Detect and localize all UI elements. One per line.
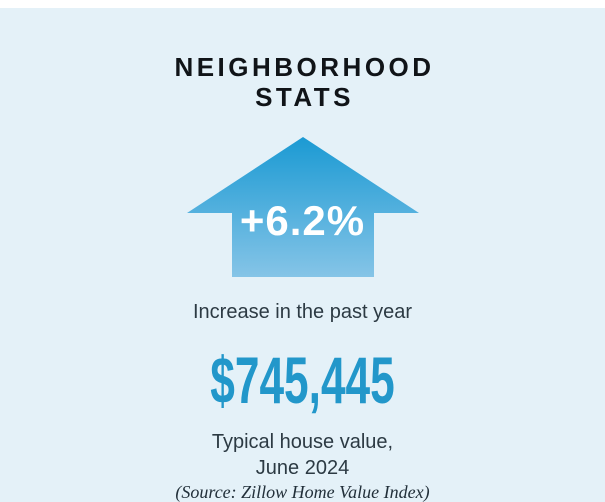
page-title: NEIGHBORHOOD STATS <box>0 52 605 112</box>
up-arrow-icon <box>186 137 419 277</box>
title-line-1: NEIGHBORHOOD <box>174 52 435 82</box>
title-line-2: STATS <box>255 82 354 112</box>
neighborhood-stats-panel: NEIGHBORHOOD STATS +6.2% Increase in the… <box>0 8 605 502</box>
increase-caption: Increase in the past year <box>192 301 412 323</box>
home-value-caption-line-2: June 2024 <box>255 457 350 479</box>
increase-percentage: +6.2% <box>239 197 366 244</box>
up-arrow-graphic: +6.2% <box>186 137 419 277</box>
home-value-amount: $745,445 <box>210 343 395 417</box>
source-citation: (Source: Zillow Home Value Index) <box>175 482 430 502</box>
up-arrow-shape <box>186 137 419 277</box>
home-value-caption-line-1: Typical house value, <box>211 431 394 453</box>
home-value-caption: Typical house value, June 2024 <box>0 429 605 481</box>
